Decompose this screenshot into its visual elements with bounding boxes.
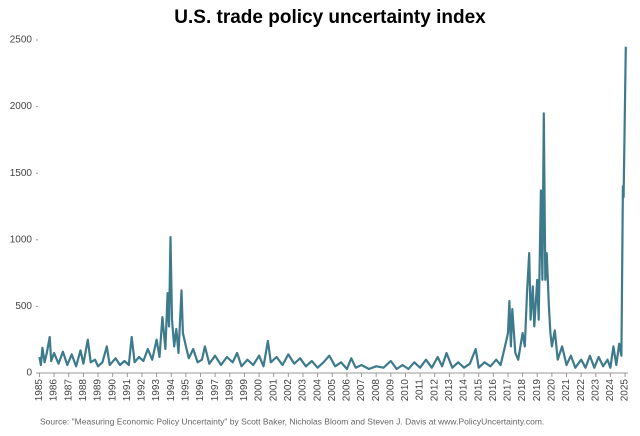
x-tick-label: 1995 [181,379,192,402]
x-tick-label: 2015 [473,379,484,402]
y-tick-label: 1000 [10,234,33,245]
y-tick-label: 1500 [10,168,33,179]
x-tick-label: 1988 [78,379,89,402]
x-tick-label: 2007 [356,379,367,402]
y-tick-label: 0 [26,368,32,379]
x-tick-label: 2010 [400,379,411,402]
x-tick-label: 2025 [620,379,631,402]
x-tick-label: 2020 [547,379,558,402]
x-tick-label: 2024 [605,379,616,402]
data-line [38,46,627,371]
x-tick-label: 1992 [137,379,148,402]
x-tick-label: 2002 [283,379,294,402]
x-tick-label: 2004 [312,379,323,402]
x-tick-label: 2017 [503,379,514,402]
x-tick-label: 2009 [385,379,396,402]
x-tick-label: 1991 [122,379,133,402]
x-tick-label: 2003 [298,379,309,402]
source-note: Source: "Measuring Economic Policy Uncer… [40,416,544,426]
x-tick-label: 2011 [415,379,426,401]
x-tick-label: 1989 [93,379,104,402]
x-tick-label: 2023 [590,379,601,402]
x-tick-label: 1985 [34,379,45,402]
x-tick-label: 2005 [327,379,338,402]
x-tick-label: 2008 [371,379,382,402]
x-tick-label: 1994 [166,379,177,402]
x-tick-label: 1990 [107,379,118,402]
y-tick-label: 2000 [10,101,33,112]
x-tick-label: 2021 [561,379,572,402]
x-tick-label: 2006 [342,379,353,402]
x-tick-label: 1998 [224,379,235,402]
x-tick-label: 2019 [532,379,543,402]
x-tick-label: 2014 [459,379,470,402]
x-tick-label: 2018 [517,379,528,402]
x-tick-label: 1987 [63,379,74,402]
x-tick-label: 1986 [49,379,60,402]
x-tick-label: 2013 [444,379,455,402]
y-tick-label: 2500 [10,35,33,46]
x-tick-label: 2001 [268,379,279,402]
x-tick-label: 2016 [488,379,499,402]
y-tick-label: 500 [15,301,32,312]
x-tick-label: 1999 [239,379,250,402]
x-tick-label: 2022 [576,379,587,402]
x-tick-label: 1996 [195,379,206,402]
x-tick-label: 1997 [210,379,221,402]
chart-title: U.S. trade policy uncertainty index [174,7,486,28]
x-tick-label: 2000 [254,379,265,402]
x-tick-label: 2012 [429,379,440,402]
x-tick-label: 1993 [151,379,162,402]
